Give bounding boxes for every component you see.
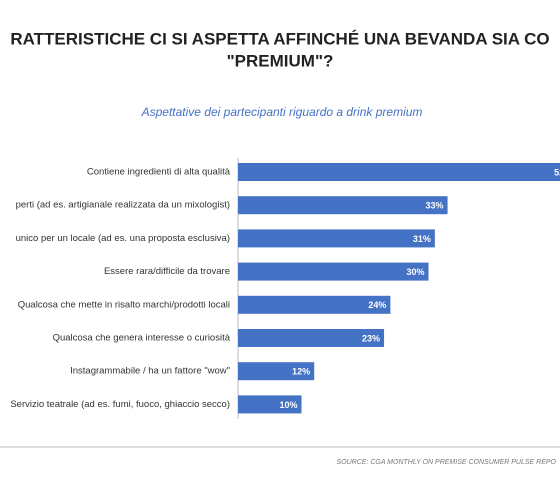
value-label: 12%	[292, 367, 310, 377]
chart-subtitle: Aspettative dei partecipanti riguardo a …	[141, 105, 423, 119]
category-label: Instagrammabile / ha un fattore "wow"	[70, 366, 230, 377]
chart-title: RATTERISTICHE CI SI ASPETTA AFFINCHÉ UNA…	[10, 29, 549, 48]
bar	[238, 329, 385, 347]
category-label: Essere rara/difficile da trovare	[104, 266, 230, 277]
value-label: 52	[554, 167, 560, 177]
bar	[238, 395, 302, 414]
bar	[238, 295, 391, 314]
value-label: 33%	[426, 201, 444, 211]
chart-title: "PREMIUM"?	[227, 51, 334, 70]
value-label: 23%	[362, 333, 380, 343]
category-label: Contiene ingredienti di alta qualità	[87, 167, 231, 178]
value-label: 10%	[279, 400, 297, 410]
value-label: 31%	[413, 234, 431, 244]
category-label: Qualcosa che genera interesse o curiosit…	[53, 333, 231, 344]
bar	[238, 362, 315, 381]
bar	[238, 229, 435, 248]
bar	[238, 262, 429, 281]
category-label: unico per un locale (ad es. una proposta…	[16, 233, 230, 244]
value-label: 30%	[406, 267, 424, 277]
value-label: 24%	[368, 300, 386, 310]
bar	[238, 196, 448, 215]
source: SOURCE: CGA MONTHLY ON PREMISE CONSUMER …	[336, 459, 556, 466]
bar	[238, 163, 560, 181]
category-label: Qualcosa che mette in risalto marchi/pro…	[18, 299, 230, 310]
category-label: Servizio teatrale (ad es. fumi, fuoco, g…	[10, 399, 230, 410]
category-label: perti (ad es. artigianale realizzata da …	[16, 200, 230, 211]
